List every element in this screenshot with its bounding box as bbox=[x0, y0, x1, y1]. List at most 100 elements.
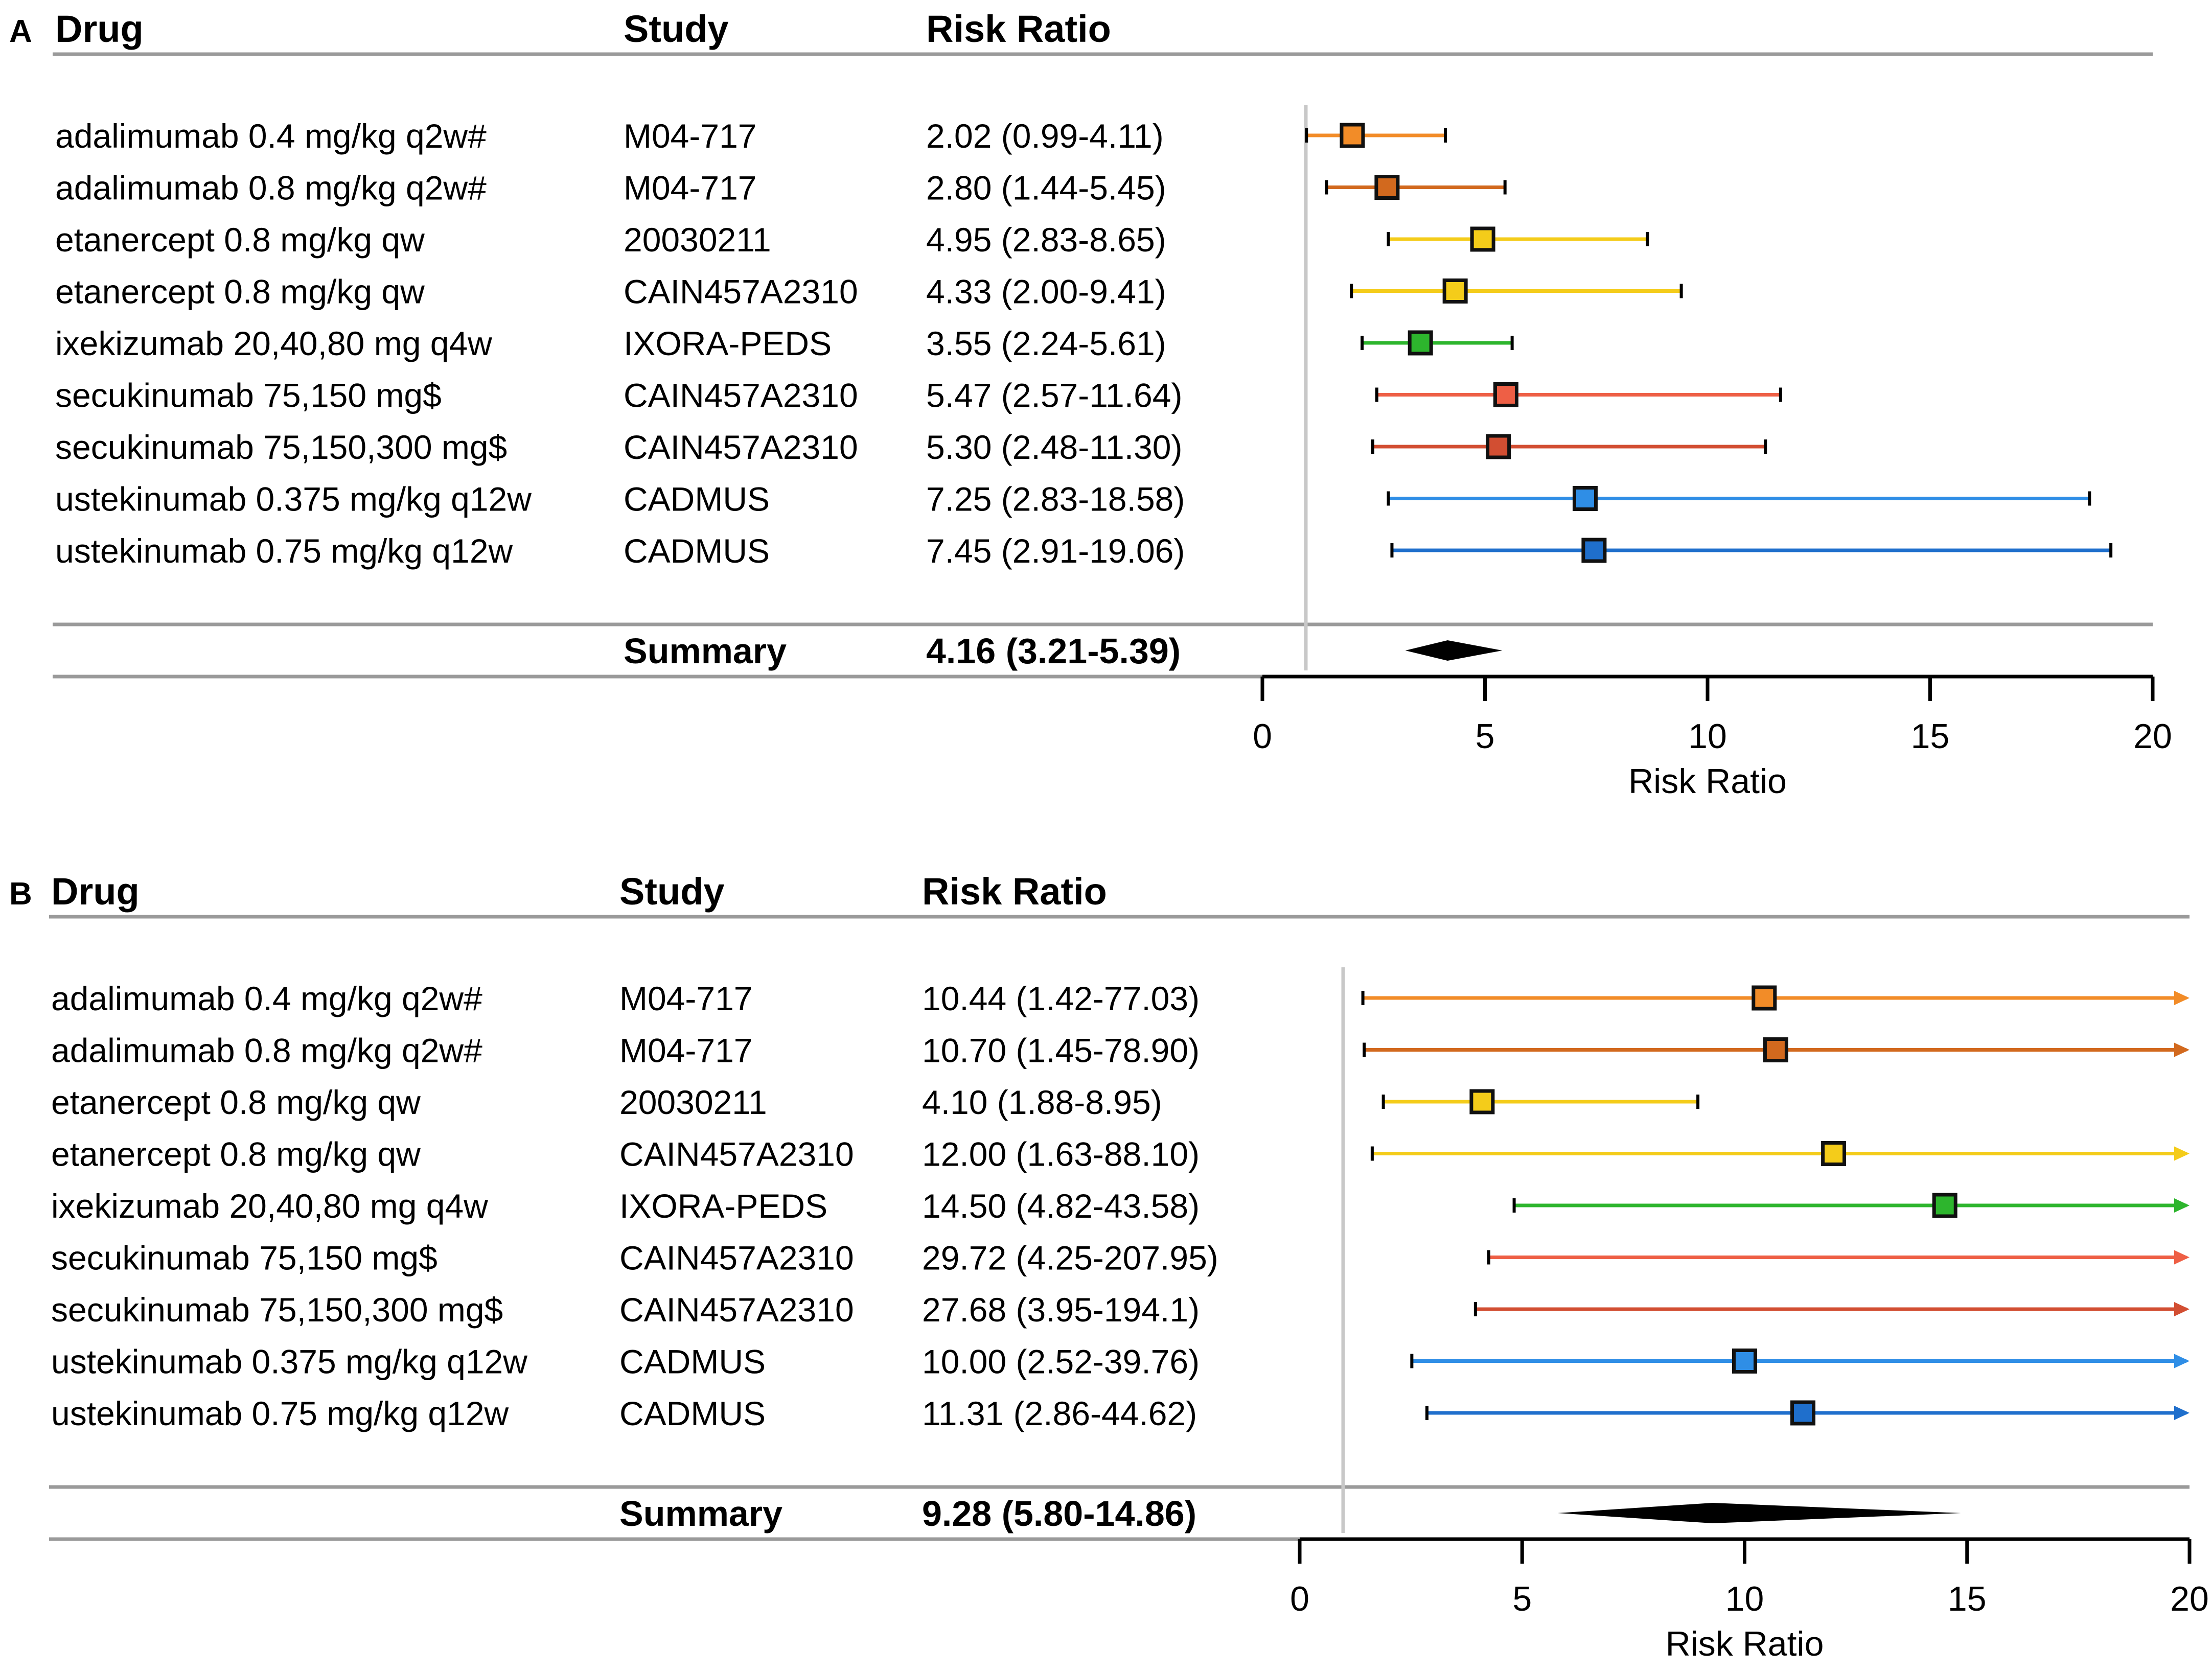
summary-label: Summary bbox=[619, 1494, 782, 1533]
drug-label: adalimumab 0.8 mg/kg q2w# bbox=[55, 169, 487, 207]
point-estimate-marker bbox=[1340, 123, 1365, 148]
study-label: CADMUS bbox=[624, 480, 770, 518]
forest-panel-a: A Drug Study Risk Ratio adalimumab 0.4 mg/kg… bbox=[9, 8, 2172, 801]
ci-arrowhead bbox=[2174, 991, 2190, 1005]
study-row: etanercept 0.8 mg/kg qw CAIN457A2310 4.33 … bbox=[55, 273, 1683, 311]
study-label: CAIN457A2310 bbox=[624, 377, 858, 414]
ci-arrowhead bbox=[2174, 1406, 2190, 1420]
study-label: CADMUS bbox=[619, 1343, 766, 1381]
study-row: secukinumab 75,150 mg$ CAIN457A2310 29.72 … bbox=[51, 1239, 2190, 1277]
forest-panel-b: B Drug Study Risk Ratio adalimumab 0.4 mg/kg… bbox=[9, 870, 2209, 1663]
ci-arrowhead bbox=[2174, 1146, 2190, 1161]
study-row: ustekinumab 0.375 mg/kg q12w CADMUS 7.25 (… bbox=[55, 480, 2091, 518]
header-study: Study bbox=[624, 8, 729, 50]
risk-ratio-value: 7.45 (2.91-19.06) bbox=[926, 532, 1185, 570]
study-row: ustekinumab 0.75 mg/kg q12w CADMUS 11.31 (… bbox=[51, 1395, 2190, 1432]
risk-ratio-value: 4.95 (2.83-8.65) bbox=[926, 221, 1166, 259]
study-row: adalimumab 0.8 mg/kg q2w# M04-717 10.70 (1… bbox=[51, 1032, 2190, 1070]
x-tick-label: 5 bbox=[1476, 717, 1495, 756]
x-tick-label: 5 bbox=[1512, 1579, 1532, 1618]
drug-label: secukinumab 75,150,300 mg$ bbox=[55, 428, 507, 466]
point-estimate-marker bbox=[1790, 1400, 1816, 1426]
risk-ratio-value: 4.33 (2.00-9.41) bbox=[926, 273, 1166, 311]
x-tick-label: 20 bbox=[2170, 1579, 2209, 1618]
study-label: 20030211 bbox=[619, 1083, 767, 1121]
summary-diamond bbox=[1557, 1503, 1961, 1523]
x-axis: 0 5 10 15 20 Risk Ratio bbox=[1290, 1537, 2209, 1663]
risk-ratio-value: 7.25 (2.83-18.58) bbox=[926, 480, 1185, 518]
header-risk-ratio: Risk Ratio bbox=[922, 870, 1107, 913]
study-label: CAIN457A2310 bbox=[619, 1239, 854, 1277]
point-estimate-marker bbox=[1572, 486, 1598, 511]
study-row: ixekizumab 20,40,80 mg q4w IXORA-PEDS 3.55… bbox=[55, 324, 1514, 362]
drug-label: adalimumab 0.4 mg/kg q2w# bbox=[55, 117, 487, 155]
header-study: Study bbox=[619, 870, 725, 913]
x-tick-label: 15 bbox=[1948, 1579, 1987, 1618]
point-estimate-marker bbox=[1374, 175, 1400, 200]
study-row: adalimumab 0.4 mg/kg q2w# M04-717 10.44 (1… bbox=[51, 980, 2190, 1017]
x-axis-title: Risk Ratio bbox=[1666, 1624, 1824, 1663]
study-label: CAIN457A2310 bbox=[624, 428, 858, 466]
header-risk-ratio: Risk Ratio bbox=[926, 8, 1111, 50]
panel-label: A bbox=[9, 14, 32, 49]
risk-ratio-value: 4.10 (1.88-8.95) bbox=[922, 1083, 1162, 1121]
summary-diamond bbox=[1405, 640, 1503, 661]
ci-arrowhead bbox=[2174, 1042, 2190, 1057]
point-estimate-marker bbox=[1932, 1193, 1957, 1218]
point-estimate-marker bbox=[1581, 538, 1607, 563]
x-tick-label: 15 bbox=[1911, 717, 1950, 756]
point-estimate-marker bbox=[1763, 1037, 1788, 1062]
risk-ratio-value: 5.30 (2.48-11.30) bbox=[926, 428, 1182, 466]
study-row: secukinumab 75,150,300 mg$ CAIN457A2310 27… bbox=[51, 1291, 2190, 1329]
study-row: secukinumab 75,150,300 mg$ CAIN457A2310 5.… bbox=[55, 428, 1767, 466]
drug-label: ustekinumab 0.75 mg/kg q12w bbox=[51, 1395, 509, 1432]
summary-risk-ratio: 4.16 (3.21-5.39) bbox=[926, 631, 1181, 671]
summary-label: Summary bbox=[624, 631, 787, 671]
point-estimate-marker bbox=[1442, 278, 1468, 304]
study-label: CADMUS bbox=[619, 1395, 766, 1432]
risk-ratio-value: 29.72 (4.25-207.95) bbox=[922, 1239, 1218, 1277]
study-label: M04-717 bbox=[619, 980, 753, 1017]
risk-ratio-value: 11.31 (2.86-44.62) bbox=[922, 1395, 1197, 1432]
study-label: IXORA-PEDS bbox=[624, 324, 832, 362]
drug-label: ustekinumab 0.375 mg/kg q12w bbox=[51, 1343, 527, 1381]
study-label: M04-717 bbox=[624, 169, 757, 207]
point-estimate-marker bbox=[1752, 985, 1777, 1011]
ci-arrowhead bbox=[2174, 1198, 2190, 1213]
drug-label: ustekinumab 0.75 mg/kg q12w bbox=[55, 532, 513, 570]
summary-risk-ratio: 9.28 (5.80-14.86) bbox=[922, 1494, 1196, 1533]
study-row: adalimumab 0.4 mg/kg q2w# M04-717 2.02 (0.… bbox=[55, 117, 1447, 155]
study-row: ustekinumab 0.375 mg/kg q12w CADMUS 10.00 … bbox=[51, 1343, 2190, 1381]
point-estimate-marker bbox=[1408, 330, 1433, 356]
ci-arrowhead bbox=[2174, 1250, 2190, 1265]
point-estimate-marker bbox=[1486, 434, 1511, 459]
study-label: CAIN457A2310 bbox=[624, 273, 858, 311]
risk-ratio-value: 27.68 (3.95-194.1) bbox=[922, 1291, 1200, 1329]
ci-arrowhead bbox=[2174, 1354, 2190, 1368]
study-label: M04-717 bbox=[619, 1032, 753, 1070]
header-drug: Drug bbox=[51, 870, 140, 913]
drug-label: secukinumab 75,150 mg$ bbox=[51, 1239, 437, 1277]
point-estimate-marker bbox=[1821, 1141, 1847, 1166]
point-estimate-marker bbox=[1493, 382, 1518, 407]
study-row: etanercept 0.8 mg/kg qw 20030211 4.95 (2.8… bbox=[55, 221, 1649, 259]
risk-ratio-value: 3.55 (2.24-5.61) bbox=[926, 324, 1166, 362]
risk-ratio-value: 2.80 (1.44-5.45) bbox=[926, 169, 1166, 207]
summary-row: Summary 9.28 (5.80-14.86) bbox=[619, 1494, 1961, 1533]
study-row: etanercept 0.8 mg/kg qw 20030211 4.10 (1.8… bbox=[51, 1083, 1700, 1121]
x-axis-title: Risk Ratio bbox=[1628, 762, 1787, 801]
study-label: 20030211 bbox=[624, 221, 771, 259]
drug-label: etanercept 0.8 mg/kg qw bbox=[55, 273, 425, 311]
study-row: adalimumab 0.8 mg/kg q2w# M04-717 2.80 (1.… bbox=[55, 169, 1507, 207]
risk-ratio-value: 14.50 (4.82-43.58) bbox=[922, 1187, 1200, 1225]
risk-ratio-value: 10.70 (1.45-78.90) bbox=[922, 1032, 1200, 1070]
drug-label: secukinumab 75,150,300 mg$ bbox=[51, 1291, 503, 1329]
risk-ratio-value: 12.00 (1.63-88.10) bbox=[922, 1135, 1200, 1173]
study-label: M04-717 bbox=[624, 117, 757, 155]
point-estimate-marker bbox=[1469, 1089, 1495, 1114]
header-drug: Drug bbox=[55, 8, 144, 50]
drug-label: etanercept 0.8 mg/kg qw bbox=[51, 1135, 421, 1173]
x-axis: 0 5 10 15 20 Risk Ratio bbox=[1253, 675, 2172, 801]
risk-ratio-value: 10.00 (2.52-39.76) bbox=[922, 1343, 1200, 1381]
x-tick-label: 20 bbox=[2133, 717, 2172, 756]
